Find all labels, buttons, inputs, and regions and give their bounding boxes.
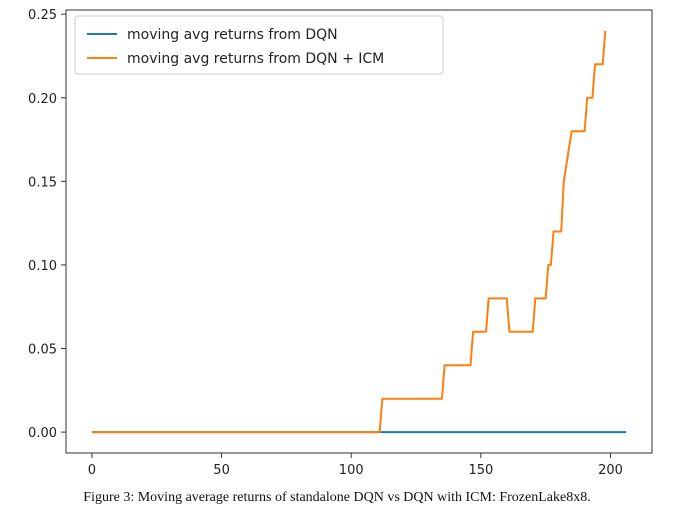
y-tick-label: 0.05 bbox=[28, 343, 57, 358]
y-tick-label: 0.25 bbox=[28, 8, 57, 23]
plot-frame bbox=[65, 9, 653, 454]
line-chart: 0 50 100 150 200 0.00 0.05 0.10 0.15 0.20 0.25 mo… bbox=[28, 8, 653, 478]
legend-box bbox=[74, 15, 444, 75]
series-line-1 bbox=[91, 30, 607, 434]
y-tick-label: 0.20 bbox=[28, 92, 57, 107]
x-tick-label: 200 bbox=[598, 463, 623, 478]
x-tick-label: 100 bbox=[339, 463, 364, 478]
x-tick-label: 150 bbox=[468, 463, 493, 478]
y-tick-label: 0.15 bbox=[28, 175, 57, 190]
x-tick-label: 0 bbox=[88, 463, 96, 478]
y-axis: 0.00 0.05 0.10 0.15 0.20 0.25 bbox=[28, 8, 66, 441]
legend-label-1: moving avg returns from DQN + ICM bbox=[127, 51, 384, 67]
legend-label-0: moving avg returns from DQN bbox=[127, 27, 338, 43]
series-layer bbox=[91, 30, 627, 434]
figure-caption: Figure 3: Moving average returns of stan… bbox=[83, 490, 591, 505]
y-tick-label: 0.10 bbox=[28, 259, 57, 274]
legend: moving avg returns from DQN moving avg re… bbox=[74, 15, 444, 75]
x-axis: 0 50 100 150 200 bbox=[88, 453, 623, 478]
y-tick-label: 0.00 bbox=[28, 426, 57, 441]
x-tick-label: 50 bbox=[213, 463, 230, 478]
